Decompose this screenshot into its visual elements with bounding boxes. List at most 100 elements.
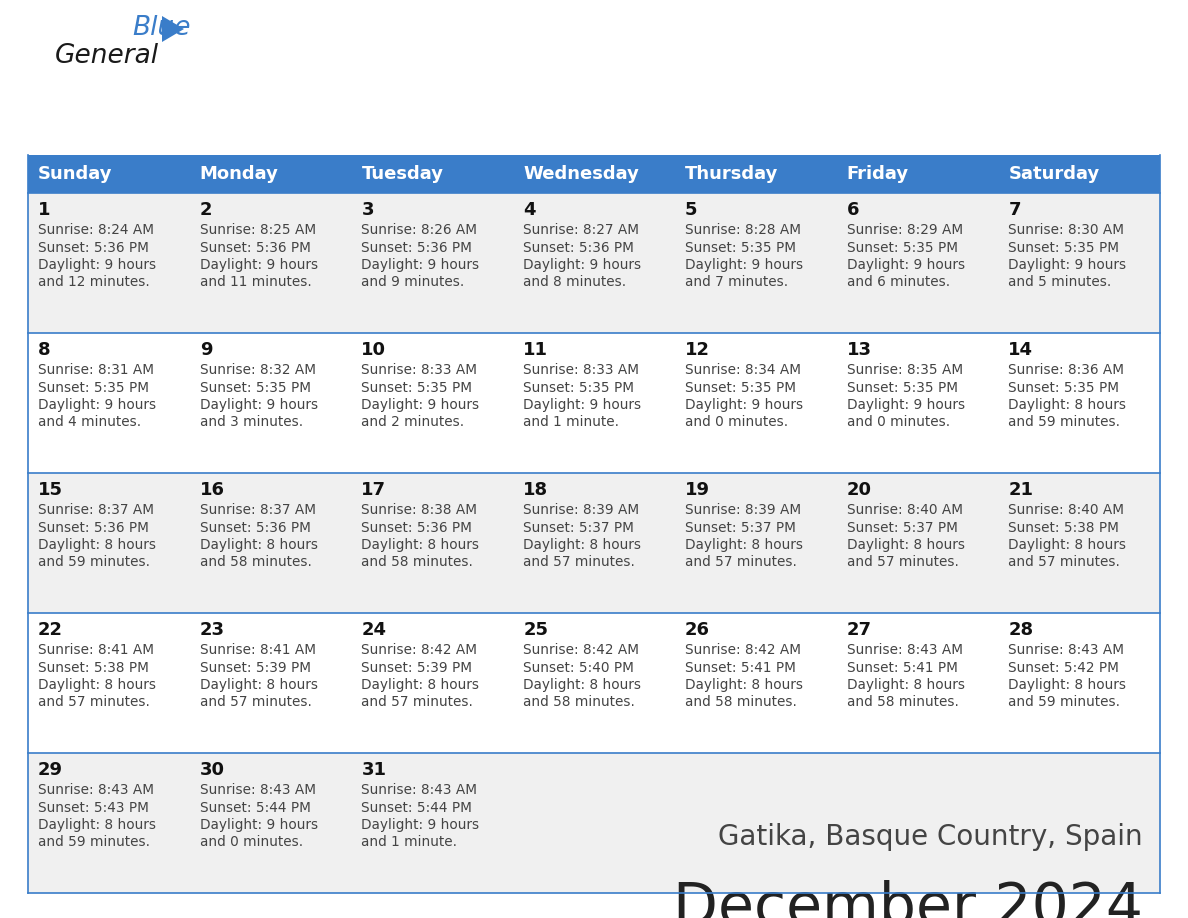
Text: and 5 minutes.: and 5 minutes. [1009,275,1112,289]
Text: Sunset: 5:35 PM: Sunset: 5:35 PM [361,380,473,395]
Text: Sunset: 5:35 PM: Sunset: 5:35 PM [1009,241,1119,254]
Text: Sunset: 5:40 PM: Sunset: 5:40 PM [523,660,634,675]
Text: and 1 minute.: and 1 minute. [523,416,619,430]
Text: Sunrise: 8:34 AM: Sunrise: 8:34 AM [684,363,801,377]
Text: and 57 minutes.: and 57 minutes. [361,696,473,710]
Text: Sunrise: 8:28 AM: Sunrise: 8:28 AM [684,223,801,237]
Text: Sunrise: 8:38 AM: Sunrise: 8:38 AM [361,503,478,517]
Text: Sunset: 5:35 PM: Sunset: 5:35 PM [523,380,634,395]
Text: 26: 26 [684,621,710,639]
Text: and 0 minutes.: and 0 minutes. [684,416,788,430]
Text: Sunset: 5:37 PM: Sunset: 5:37 PM [847,521,958,534]
Text: Sunset: 5:36 PM: Sunset: 5:36 PM [361,521,473,534]
Text: Daylight: 8 hours: Daylight: 8 hours [361,538,480,552]
Text: 20: 20 [847,481,872,499]
Text: 6: 6 [847,201,859,219]
Text: Sunrise: 8:24 AM: Sunrise: 8:24 AM [38,223,154,237]
Text: Sunrise: 8:43 AM: Sunrise: 8:43 AM [1009,643,1124,657]
Bar [836,155,998,193]
Text: Sunrise: 8:25 AM: Sunrise: 8:25 AM [200,223,316,237]
Text: Sunrise: 8:33 AM: Sunrise: 8:33 AM [523,363,639,377]
Text: 17: 17 [361,481,386,499]
Text: Sunset: 5:41 PM: Sunset: 5:41 PM [847,660,958,675]
Text: and 2 minutes.: and 2 minutes. [361,416,465,430]
Text: 18: 18 [523,481,549,499]
Text: 29: 29 [38,761,63,779]
Text: 23: 23 [200,621,225,639]
Text: 8: 8 [38,341,51,359]
Text: Sunset: 5:38 PM: Sunset: 5:38 PM [1009,521,1119,534]
Text: Daylight: 9 hours: Daylight: 9 hours [523,398,642,412]
Text: and 57 minutes.: and 57 minutes. [200,696,311,710]
Text: Sunrise: 8:42 AM: Sunrise: 8:42 AM [361,643,478,657]
Text: 25: 25 [523,621,548,639]
Text: Daylight: 8 hours: Daylight: 8 hours [523,538,642,552]
Text: 16: 16 [200,481,225,499]
Text: Sunset: 5:41 PM: Sunset: 5:41 PM [684,660,796,675]
Text: and 3 minutes.: and 3 minutes. [200,416,303,430]
Text: 31: 31 [361,761,386,779]
Text: Thursday: Thursday [684,165,778,183]
Text: Sunrise: 8:33 AM: Sunrise: 8:33 AM [361,363,478,377]
Text: Sunrise: 8:43 AM: Sunrise: 8:43 AM [38,783,154,797]
Text: Sunset: 5:36 PM: Sunset: 5:36 PM [200,241,310,254]
Text: and 0 minutes.: and 0 minutes. [200,835,303,849]
Bar [352,155,513,193]
Text: Sunrise: 8:30 AM: Sunrise: 8:30 AM [1009,223,1124,237]
Text: Daylight: 8 hours: Daylight: 8 hours [200,678,317,692]
Text: and 59 minutes.: and 59 minutes. [38,835,150,849]
Text: Daylight: 9 hours: Daylight: 9 hours [200,258,318,272]
Text: 28: 28 [1009,621,1034,639]
Text: and 12 minutes.: and 12 minutes. [38,275,150,289]
Bar [998,155,1159,193]
Text: Sunset: 5:35 PM: Sunset: 5:35 PM [200,380,311,395]
Text: Daylight: 8 hours: Daylight: 8 hours [361,678,480,692]
Text: and 57 minutes.: and 57 minutes. [847,555,959,569]
Text: and 58 minutes.: and 58 minutes. [684,696,797,710]
Text: and 8 minutes.: and 8 minutes. [523,275,626,289]
Text: 21: 21 [1009,481,1034,499]
Text: Daylight: 8 hours: Daylight: 8 hours [1009,538,1126,552]
Text: Daylight: 9 hours: Daylight: 9 hours [847,258,965,272]
Text: 2: 2 [200,201,213,219]
Text: Sunset: 5:36 PM: Sunset: 5:36 PM [523,241,634,254]
Text: Sunrise: 8:36 AM: Sunrise: 8:36 AM [1009,363,1124,377]
Text: 15: 15 [38,481,63,499]
Bar [675,155,836,193]
Text: 4: 4 [523,201,536,219]
Text: Daylight: 9 hours: Daylight: 9 hours [200,818,318,832]
Bar [513,155,675,193]
Text: Sunrise: 8:39 AM: Sunrise: 8:39 AM [523,503,639,517]
Text: 5: 5 [684,201,697,219]
Bar [29,613,1159,753]
Text: Sunrise: 8:29 AM: Sunrise: 8:29 AM [847,223,962,237]
Bar [29,333,1159,473]
Text: and 57 minutes.: and 57 minutes. [684,555,797,569]
Text: 3: 3 [361,201,374,219]
Text: Sunset: 5:35 PM: Sunset: 5:35 PM [684,241,796,254]
Text: and 57 minutes.: and 57 minutes. [38,696,150,710]
Text: Sunset: 5:36 PM: Sunset: 5:36 PM [200,521,310,534]
Text: Monday: Monday [200,165,279,183]
Text: and 59 minutes.: and 59 minutes. [1009,416,1120,430]
Text: Sunrise: 8:37 AM: Sunrise: 8:37 AM [38,503,154,517]
Text: Sunset: 5:36 PM: Sunset: 5:36 PM [361,241,473,254]
Text: Daylight: 9 hours: Daylight: 9 hours [38,258,156,272]
Text: Daylight: 8 hours: Daylight: 8 hours [684,538,803,552]
Text: Sunday: Sunday [38,165,113,183]
Text: Sunrise: 8:41 AM: Sunrise: 8:41 AM [38,643,154,657]
Text: Daylight: 8 hours: Daylight: 8 hours [1009,678,1126,692]
Text: 22: 22 [38,621,63,639]
Text: and 58 minutes.: and 58 minutes. [361,555,473,569]
Text: Gatika, Basque Country, Spain: Gatika, Basque Country, Spain [719,823,1143,851]
Text: Sunset: 5:38 PM: Sunset: 5:38 PM [38,660,148,675]
Text: Daylight: 8 hours: Daylight: 8 hours [847,538,965,552]
Text: and 58 minutes.: and 58 minutes. [200,555,311,569]
Text: Daylight: 8 hours: Daylight: 8 hours [38,678,156,692]
Text: Sunrise: 8:32 AM: Sunrise: 8:32 AM [200,363,316,377]
Text: Sunrise: 8:31 AM: Sunrise: 8:31 AM [38,363,154,377]
Text: Sunrise: 8:27 AM: Sunrise: 8:27 AM [523,223,639,237]
Text: 24: 24 [361,621,386,639]
Text: Sunset: 5:44 PM: Sunset: 5:44 PM [200,800,310,814]
Text: Sunset: 5:35 PM: Sunset: 5:35 PM [1009,380,1119,395]
